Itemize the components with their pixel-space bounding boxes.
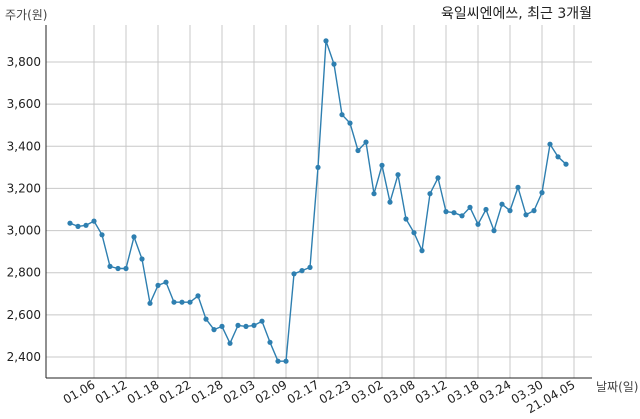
price-point <box>139 256 145 262</box>
price-point <box>283 358 289 364</box>
price-point <box>163 279 169 285</box>
y-tick-label: 3,800 <box>7 55 41 69</box>
x-tick-label: 03.12 <box>413 377 450 406</box>
price-point <box>219 323 225 329</box>
price-point <box>275 358 281 364</box>
price-point <box>227 340 233 346</box>
price-point <box>363 139 369 145</box>
x-axis-title: 날짜(일) <box>596 380 638 394</box>
axes <box>45 25 592 379</box>
y-tick-label: 3,200 <box>7 181 41 195</box>
price-point <box>451 210 457 216</box>
price-point <box>499 201 505 207</box>
price-point <box>67 220 73 226</box>
x-tick-label: 01.18 <box>125 377 162 406</box>
price-point <box>459 213 465 219</box>
price-point <box>435 175 441 181</box>
price-point <box>371 191 377 197</box>
price-point <box>171 299 177 305</box>
y-tick-labels: 2,400 2,600 2,800 3,000 3,200 3,400 3,600 3,800 <box>7 55 41 364</box>
price-point <box>475 221 481 227</box>
price-point <box>539 190 545 196</box>
price-point <box>347 120 353 126</box>
price-point <box>147 300 153 306</box>
y-tick-label: 2,600 <box>7 308 41 322</box>
price-point <box>203 316 209 322</box>
x-tick-labels: 01.0601.1201.1801.2201.2802.0302.0902.17… <box>61 377 578 416</box>
y-axis-title: 주가(원) <box>5 8 47 22</box>
price-point <box>523 212 529 218</box>
price-point <box>91 218 97 224</box>
x-tick-label: 01.06 <box>61 377 98 406</box>
price-series <box>67 38 569 364</box>
price-point <box>123 265 129 272</box>
price-point <box>155 282 161 288</box>
price-point <box>259 318 265 324</box>
price-point <box>235 322 241 328</box>
price-point <box>403 216 409 222</box>
price-point <box>131 234 137 240</box>
x-tick-label: 02.09 <box>253 377 290 406</box>
price-point <box>355 147 361 154</box>
price-point <box>243 323 249 329</box>
price-point <box>379 162 385 168</box>
price-point <box>251 322 257 328</box>
price-point <box>83 222 89 228</box>
x-tick-label: 03.18 <box>445 377 482 406</box>
price-point <box>211 327 217 333</box>
x-tick-label: 01.28 <box>189 377 226 406</box>
price-point <box>315 164 321 170</box>
price-point <box>107 263 113 269</box>
price-point <box>547 141 553 147</box>
price-point <box>411 230 417 236</box>
chart-title: 육일씨엔에쓰, 최근 3개월 <box>441 6 592 22</box>
x-tick-label: 01.22 <box>157 377 194 406</box>
price-point <box>267 339 273 345</box>
price-point <box>291 271 297 277</box>
price-point <box>339 112 345 118</box>
price-point <box>115 265 121 272</box>
y-tick-label: 3,000 <box>7 224 41 238</box>
price-point <box>179 299 185 305</box>
price-point <box>187 299 193 305</box>
price-point <box>331 61 337 67</box>
price-point <box>299 268 305 274</box>
x-tick-label: 02.17 <box>285 377 322 406</box>
price-point <box>515 184 521 190</box>
x-tick-label: 03.08 <box>381 377 418 406</box>
y-tick-label: 3,600 <box>7 97 41 111</box>
x-tick-label: 03.24 <box>477 377 514 406</box>
price-point <box>395 172 401 178</box>
x-tick-label: 02.23 <box>317 377 354 406</box>
y-tick-label: 2,400 <box>7 350 41 364</box>
price-point <box>483 206 489 213</box>
price-point <box>387 199 393 205</box>
price-point <box>307 264 313 270</box>
x-tick-label: 03.02 <box>349 377 386 406</box>
price-point <box>467 204 473 210</box>
x-tick-label: 02.03 <box>221 377 258 406</box>
x-tick-label: 01.12 <box>93 377 130 406</box>
price-point <box>531 208 537 214</box>
price-point <box>419 248 425 254</box>
price-point <box>195 293 201 299</box>
price-point <box>75 223 81 229</box>
price-point <box>99 232 105 238</box>
y-tick-label: 2,800 <box>7 266 41 280</box>
grid-lines <box>46 25 592 378</box>
price-point <box>427 191 433 197</box>
price-point <box>323 38 329 44</box>
price-point <box>563 161 569 167</box>
price-point <box>507 208 513 214</box>
price-point <box>491 228 497 234</box>
price-point <box>443 209 449 215</box>
price-point <box>555 154 561 160</box>
y-tick-label: 3,400 <box>7 139 41 153</box>
